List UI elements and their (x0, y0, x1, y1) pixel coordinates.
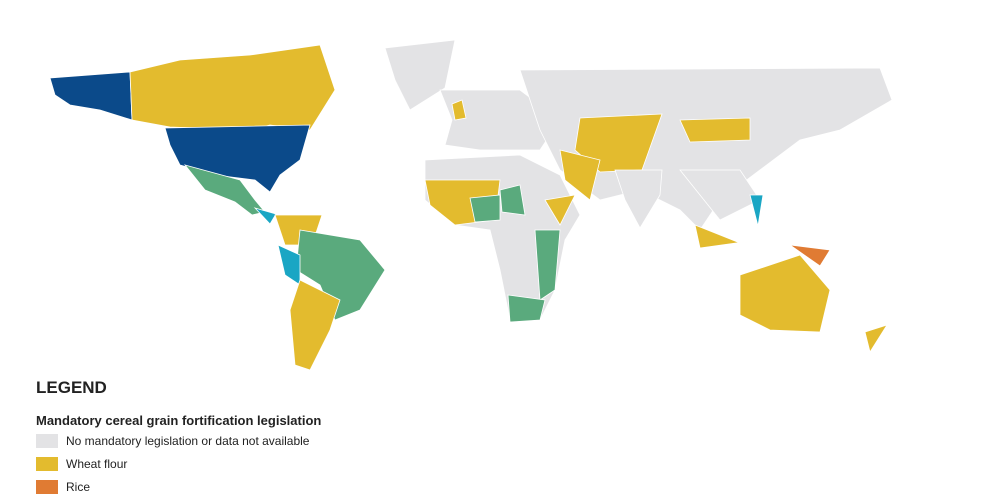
legend-label: Rice (66, 480, 90, 494)
legend-swatch (36, 434, 58, 448)
legend-label: Wheat flour (66, 457, 127, 471)
india (615, 170, 662, 228)
legend-item: Wheat flour (36, 456, 127, 472)
mongolia (680, 118, 750, 142)
legend-swatch (36, 457, 58, 471)
australia (740, 255, 830, 332)
alaska (50, 72, 132, 120)
peru (278, 245, 300, 285)
nigeria (470, 195, 500, 222)
canada (130, 45, 335, 130)
legend-label: No mandatory legislation or data not ava… (66, 434, 309, 448)
legend-title: Mandatory cereal grain fortification leg… (36, 413, 321, 428)
legend-swatch (36, 480, 58, 494)
south-africa (508, 295, 545, 322)
central-america (255, 208, 276, 224)
new-zealand (865, 325, 887, 352)
indonesia (695, 225, 772, 248)
legend-heading: LEGEND (36, 378, 107, 398)
legend-item: Rice (36, 479, 90, 495)
world-map (0, 0, 1000, 370)
philippines (750, 195, 763, 226)
legend-item: No mandatory legislation or data not ava… (36, 433, 309, 449)
